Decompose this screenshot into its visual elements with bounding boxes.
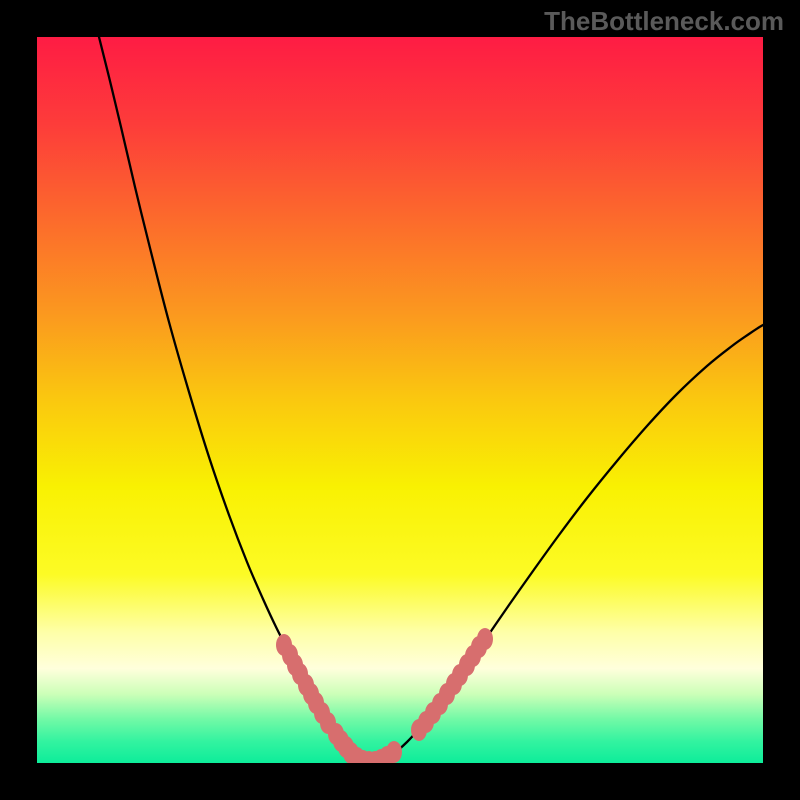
curve-marker bbox=[477, 628, 493, 650]
curve-marker bbox=[386, 741, 402, 763]
v-curve-chart bbox=[37, 37, 763, 763]
plot-area bbox=[37, 37, 763, 763]
chart-canvas: TheBottleneck.com bbox=[0, 0, 800, 800]
watermark-text: TheBottleneck.com bbox=[544, 6, 784, 37]
gradient-background bbox=[37, 37, 763, 763]
